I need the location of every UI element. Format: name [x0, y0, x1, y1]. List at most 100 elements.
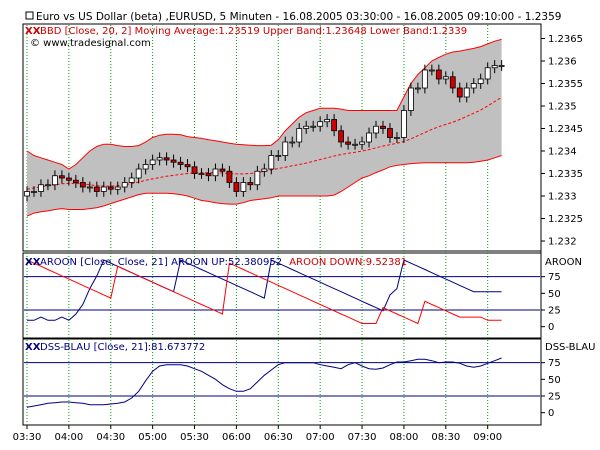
aroon-panel: [22, 252, 542, 339]
candle-down: [345, 141, 351, 145]
title-marker-icon: [25, 11, 34, 20]
candle-down: [226, 170, 233, 183]
candle-up: [407, 87, 414, 111]
aroon-legend-text: AROON [Close, Close, 21] AROON UP:52.380…: [40, 257, 407, 268]
candle-up: [156, 157, 163, 161]
candle-up: [121, 182, 128, 188]
candle-up: [45, 184, 51, 187]
indicator-tick-label: 50: [548, 289, 561, 300]
chart-title: Euro vs US Dollar (beta) ,EURUSD, 5 Minu…: [36, 11, 561, 23]
candle-down: [456, 87, 463, 98]
dss-blau-line: [26, 357, 502, 408]
aroon-side-label: AROON: [545, 257, 582, 268]
candle-up: [498, 65, 505, 67]
candle-down: [380, 125, 386, 129]
candle-down: [233, 182, 240, 192]
candle-up: [114, 186, 121, 190]
candle-up: [296, 128, 303, 143]
candle-up: [394, 137, 400, 139]
candle-down: [93, 186, 100, 192]
indicator-tick-label: 50: [548, 375, 561, 386]
candle-down: [79, 182, 86, 188]
candle-up: [261, 168, 268, 172]
dss-legend: DSS-BLAU [Close, 21]:81.673772: [40, 342, 205, 353]
candle-up: [359, 141, 365, 145]
candle-down: [170, 159, 177, 163]
candle-up: [470, 83, 477, 89]
candle-up: [352, 143, 358, 146]
candle-up: [477, 78, 484, 84]
aroon-marker-icon: XX: [25, 257, 41, 268]
moving-average-line: [26, 96, 502, 190]
time-tick-label: 09:00: [473, 432, 502, 443]
candle-up: [86, 186, 93, 189]
candle-up: [421, 69, 428, 89]
candle-up: [310, 125, 317, 128]
aroon-legend-down: AROON DOWN:9.52381: [289, 257, 407, 268]
candle-up: [428, 69, 435, 72]
candle-up: [198, 173, 205, 175]
candle-down: [387, 128, 393, 138]
candle-down: [184, 164, 191, 168]
price-tick-label: 1.232: [548, 237, 577, 248]
price-tick-label: 1.2365: [548, 34, 583, 45]
candle-up: [24, 191, 30, 197]
candle-up: [463, 87, 470, 98]
candle-down: [449, 76, 456, 89]
time-tick-label: 07:30: [348, 432, 377, 443]
candle-down: [163, 157, 170, 161]
aroon-up-line: [27, 259, 502, 321]
candle-up: [289, 141, 296, 144]
time-tick-label: 08:30: [431, 432, 460, 443]
candle-up: [212, 168, 219, 177]
price-tick-label: 1.233: [548, 192, 577, 203]
candle-up: [149, 159, 156, 165]
bb-legend: BBD [Close, 20, 2] Moving Average:1.2351…: [40, 26, 467, 37]
dss-marker-icon: XX: [25, 342, 41, 353]
candle-up: [317, 121, 324, 127]
indicator-tick-label: 75: [548, 358, 561, 369]
dss-side-label: DSS-BLAU: [545, 342, 595, 353]
candle-down: [435, 69, 442, 80]
time-tick-label: 06:00: [222, 432, 251, 443]
indicator-tick-label: 0: [548, 408, 554, 419]
time-tick-label: 07:00: [306, 432, 335, 443]
time-axis: 03:30 04:00 04:30 05:00 05:30 06:00 06:30 07:00…: [13, 425, 502, 443]
candle-up: [401, 110, 407, 138]
aroon-axis: 75 50 25 0: [541, 272, 561, 333]
watermark: © www.tradesignal.com: [30, 38, 151, 49]
candle-up: [268, 155, 275, 170]
candle-down: [338, 130, 345, 143]
indicator-tick-label: 0: [548, 322, 554, 333]
time-tick-label: 05:00: [138, 432, 167, 443]
candle-down: [59, 175, 65, 179]
indicator-tick-label: 25: [548, 306, 561, 317]
candle-up: [303, 125, 310, 129]
candle-up: [31, 191, 37, 193]
time-tick-label: 03:30: [13, 432, 42, 443]
candle-down: [107, 186, 114, 190]
candle-down: [205, 173, 212, 177]
candle-up: [414, 87, 421, 90]
candle-down: [72, 179, 79, 183]
candle-up: [282, 141, 289, 156]
time-tick-label: 05:30: [180, 432, 209, 443]
lower-band-line: [26, 155, 502, 217]
time-tick-label: 08:00: [390, 432, 419, 443]
candle-up: [366, 132, 372, 143]
dss-plot: [24, 357, 540, 408]
candle-up: [275, 155, 282, 157]
candle-up: [38, 184, 44, 192]
indicator-tick-label: 25: [548, 392, 561, 403]
candle-up: [324, 119, 331, 123]
price-tick-label: 1.236: [548, 57, 577, 68]
candle-up: [240, 182, 247, 192]
time-tick-label: 06:30: [264, 432, 293, 443]
aroon-down-line: [26, 259, 502, 325]
price-tick-label: 1.235: [548, 102, 577, 113]
price-tick-label: 1.234: [548, 147, 577, 158]
price-tick-label: 1.2355: [548, 79, 583, 90]
bb-marker-icon: XX: [25, 26, 41, 37]
candle-up: [373, 125, 379, 134]
candle-up: [52, 175, 58, 186]
